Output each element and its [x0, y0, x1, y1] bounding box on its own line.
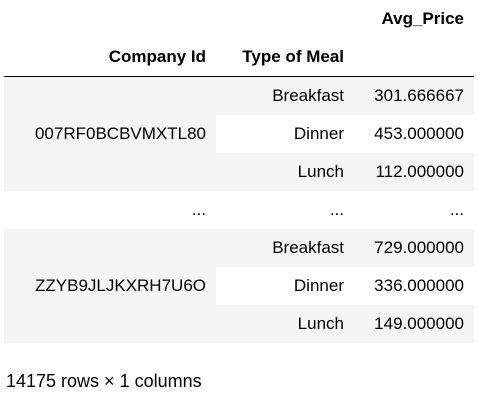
table-row: ZZYB9JLJKXRH7U6O Breakfast 729.000000 [4, 229, 474, 343]
avg-price-cell: 149.000000 [354, 305, 474, 343]
table-row: Lunch 112.000000 [4, 153, 474, 191]
meal-type-cell: Breakfast [216, 76, 354, 115]
table-row: Dinner 336.000000 [4, 267, 474, 305]
avg-price-cell: 301.666667 [354, 76, 474, 115]
meal-type-cell: Dinner [216, 267, 354, 305]
header-blank [4, 0, 216, 38]
ellipsis-cell: ... [216, 191, 354, 229]
index-name-type-of-meal: Type of Meal [216, 38, 354, 77]
company-id-cell: ZZYB9JLJKXRH7U6O [4, 229, 216, 343]
index-name-company-id: Company Id [4, 38, 216, 77]
header-blank [354, 38, 474, 77]
ellipsis-cell: ... [4, 191, 216, 229]
column-header-avg-price: Avg_Price [381, 9, 464, 28]
meal-type-cell: Lunch [216, 305, 354, 343]
meal-type-cell: Dinner [216, 115, 354, 153]
dataframe-table: Avg_Price Company Id Type of Meal 007RF0… [4, 0, 474, 343]
header-blank [216, 0, 354, 38]
avg-price-cell: 336.000000 [354, 267, 474, 305]
avg-price-cell: 112.000000 [354, 153, 474, 191]
avg-price-cell: 453.000000 [354, 115, 474, 153]
meal-type-cell: Lunch [216, 153, 354, 191]
avg-price-cell: 729.000000 [354, 229, 474, 267]
table-row: 007RF0BCBVMXTL80 Breakfast 301.666667 [4, 76, 474, 191]
index-names-row: Company Id Type of Meal [4, 38, 474, 77]
company-id-cell: 007RF0BCBVMXTL80 [4, 76, 216, 191]
table-row: Dinner 453.000000 [4, 115, 474, 153]
shape-summary: 14175 rows × 1 columns [6, 371, 202, 391]
meal-type-cell: Breakfast [216, 229, 354, 267]
ellipsis-cell: ... [354, 191, 474, 229]
table-row: Lunch 149.000000 [4, 305, 474, 343]
ellipsis-row: ... ... ... [4, 191, 474, 229]
column-header-row: Avg_Price [4, 0, 474, 38]
